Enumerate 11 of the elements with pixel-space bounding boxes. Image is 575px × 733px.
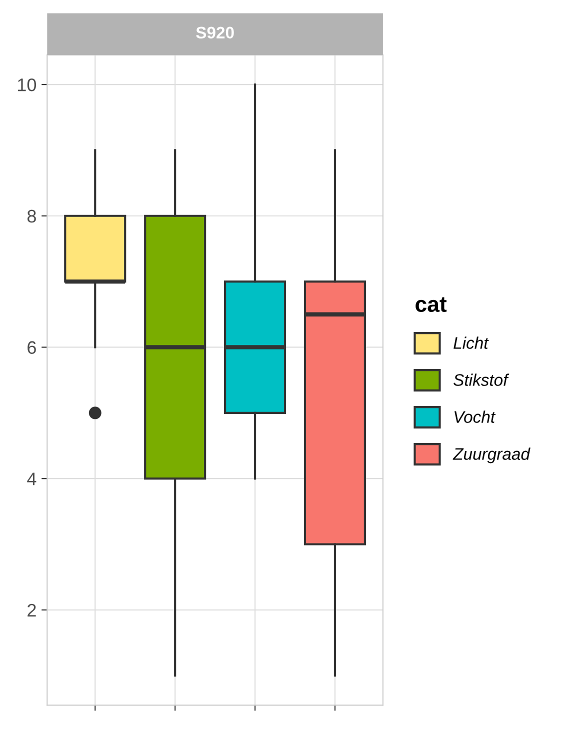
legend-label: Vocht [454,410,496,423]
legend-label: Stikstof [454,374,510,386]
y-tick-label: 6 [28,341,36,354]
y-tick-label: 2 [28,604,36,616]
chart-title: S920 [196,26,234,39]
legend-label: Licht [454,336,489,349]
y-tick-label: 4 [27,472,36,486]
y-tick-label: 10 [18,78,36,92]
legend-label: Zuurgraad [452,448,530,464]
y-tick-label: 8 [27,210,36,223]
legend-title: cat [416,297,447,312]
